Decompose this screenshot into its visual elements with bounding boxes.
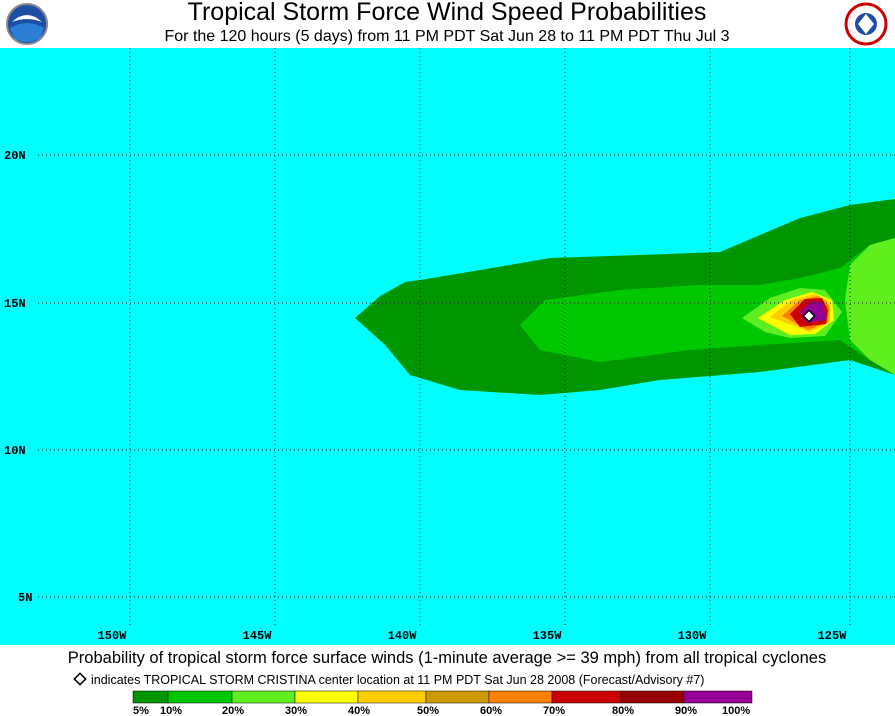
note: indicates TROPICAL STORM CRISTINA center…	[91, 673, 704, 687]
lon-label: 140W	[388, 629, 418, 643]
storm-center	[802, 309, 816, 323]
lat-label: 10N	[4, 444, 26, 458]
lat-label: 20N	[4, 149, 26, 163]
lat-label: 15N	[4, 297, 26, 311]
legend-label: 5%	[133, 705, 149, 716]
lon-label: 145W	[243, 629, 273, 643]
storm-center-symbol	[73, 672, 87, 686]
lon-label: 125W	[818, 629, 848, 643]
legend-label: 30%	[285, 705, 307, 716]
legend-label: 80%	[612, 705, 634, 716]
subtitle: For the 120 hours (5 days) from 11 PM PD…	[165, 28, 730, 45]
title: Tropical Storm Force Wind Speed Probabil…	[188, 0, 707, 26]
legend-labels: 5% 10% 20% 30% 40% 50% 60% 70% 80% 90% 1…	[133, 705, 750, 716]
lat-label: 5N	[18, 591, 32, 605]
legend-label: 90%	[675, 705, 697, 716]
probability-contours	[355, 199, 895, 395]
lon-label: 150W	[98, 629, 128, 643]
lon-label: 130W	[678, 629, 708, 643]
grid	[38, 48, 895, 628]
legend-label: 70%	[543, 705, 565, 716]
legend-label: 40%	[348, 705, 370, 716]
lon-label: 135W	[533, 629, 563, 643]
noaa-logo	[6, 3, 48, 45]
legend-label: 60%	[480, 705, 502, 716]
legend-label: 50%	[417, 705, 439, 716]
legend-label: 100%	[722, 705, 750, 716]
legend-label: 10%	[160, 705, 182, 716]
nws-logo	[844, 2, 888, 46]
legend-label: 20%	[222, 705, 244, 716]
caption: Probability of tropical storm force surf…	[68, 649, 826, 667]
legend-swatches	[132, 690, 753, 704]
